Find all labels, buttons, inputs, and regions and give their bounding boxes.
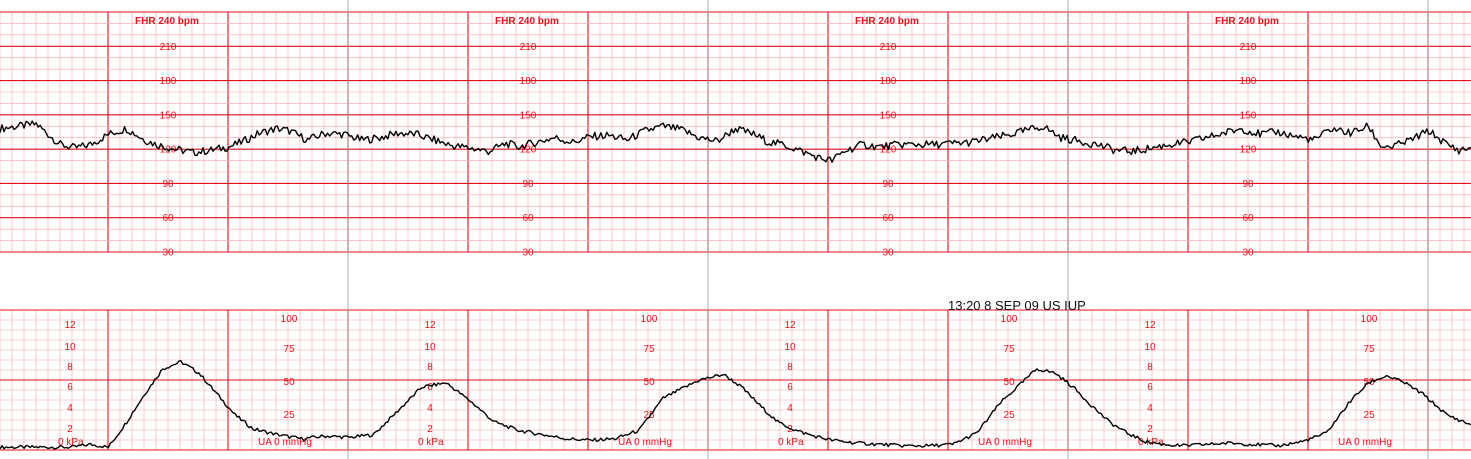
fhr-tick-label: 30	[522, 248, 534, 259]
fhr-header-label: FHR 240 bpm	[495, 16, 559, 27]
fhr-tick-label: 60	[1242, 213, 1254, 224]
ua-kpa-baseline-label: 0 kPa	[418, 437, 444, 448]
ua-mmhg-tick-label: 50	[1003, 377, 1015, 388]
ua-mmhg-tick-label: 75	[1003, 344, 1015, 355]
ua-trace	[0, 360, 1471, 450]
fhr-tick-label: 150	[160, 110, 177, 121]
ua-mmhg-tick-label: 100	[281, 314, 298, 325]
ua-mmhg-tick-label: 75	[1363, 344, 1375, 355]
ua-kpa-tick-label: 12	[784, 320, 796, 331]
fhr-tick-label: 90	[1242, 179, 1254, 190]
ua-kpa-tick-label: 4	[1147, 403, 1153, 414]
ua-mmhg-baseline-label: UA 0 mmHg	[258, 437, 312, 448]
ua-kpa-tick-label: 10	[1144, 342, 1156, 353]
ua-kpa-tick-label: 4	[787, 403, 793, 414]
ua-mmhg-baseline-label: UA 0 mmHg	[618, 437, 672, 448]
ua-mmhg-tick-label: 100	[1361, 314, 1378, 325]
ua-kpa-tick-label: 10	[424, 342, 436, 353]
ua-kpa-baseline-label: 0 kPa	[778, 437, 804, 448]
ua-kpa-tick-label: 6	[1147, 382, 1153, 393]
ua-mmhg-tick-label: 100	[1001, 314, 1018, 325]
label-layer: FHR 240 bpm FHR 240 bpm FHR 240 bpm FHR 240…	[58, 16, 1392, 448]
fhr-tick-label: 180	[520, 76, 537, 87]
fhr-tick-label: 30	[882, 248, 894, 259]
ua-kpa-tick-label: 6	[787, 382, 793, 393]
ua-kpa-tick-label: 2	[427, 424, 433, 435]
fhr-tick-label: 210	[1240, 42, 1257, 53]
fhr-tick-label: 210	[880, 42, 897, 53]
annotation-stamp: 13:20 8 SEP 09 US IUP	[948, 298, 1086, 313]
fhr-tick-label: 60	[522, 213, 534, 224]
fhr-tick-label: 150	[880, 110, 897, 121]
ua-kpa-tick-label: 2	[67, 424, 73, 435]
ua-mmhg-tick-label: 100	[641, 314, 658, 325]
ua-mmhg-tick-label: 50	[283, 377, 295, 388]
fhr-tick-label: 210	[520, 42, 537, 53]
fhr-header-label: FHR 240 bpm	[1215, 16, 1279, 27]
fhr-tick-label: 90	[882, 179, 894, 190]
ua-kpa-tick-label: 2	[1147, 424, 1153, 435]
ua-mmhg-baseline-label: UA 0 mmHg	[1338, 437, 1392, 448]
fhr-tick-label: 120	[1240, 145, 1257, 156]
fhr-tick-label: 150	[1240, 110, 1257, 121]
fhr-header-label: FHR 240 bpm	[135, 16, 199, 27]
fhr-tick-label: 180	[1240, 76, 1257, 87]
ua-mmhg-tick-label: 75	[283, 344, 295, 355]
fhr-tick-label: 30	[162, 248, 174, 259]
ua-kpa-tick-label: 12	[1144, 320, 1156, 331]
ua-mmhg-tick-label: 75	[643, 344, 655, 355]
fhr-tick-label: 210	[160, 42, 177, 53]
ua-mmhg-tick-label: 50	[643, 377, 655, 388]
fhr-tick-label: 30	[1242, 248, 1254, 259]
fhr-tick-label: 180	[880, 76, 897, 87]
fhr-tick-label: 150	[520, 110, 537, 121]
ua-mmhg-tick-label: 25	[1363, 410, 1375, 421]
fhr-tick-label: 90	[522, 179, 534, 190]
ua-kpa-tick-label: 8	[787, 362, 793, 373]
ua-kpa-tick-label: 8	[67, 362, 73, 373]
ua-kpa-tick-label: 12	[424, 320, 436, 331]
trace-layer	[0, 120, 1471, 450]
fhr-header-label: FHR 240 bpm	[855, 16, 919, 27]
ua-kpa-tick-label: 8	[427, 362, 433, 373]
ua-kpa-baseline-label: 0 kPa	[58, 437, 84, 448]
ua-mmhg-baseline-label: UA 0 mmHg	[978, 437, 1032, 448]
ua-kpa-tick-label: 6	[67, 382, 73, 393]
fhr-tick-label: 120	[520, 145, 537, 156]
ua-kpa-tick-label: 10	[64, 342, 76, 353]
ua-mmhg-tick-label: 25	[643, 410, 655, 421]
ua-kpa-tick-label: 8	[1147, 362, 1153, 373]
ua-kpa-tick-label: 4	[427, 403, 433, 414]
ua-kpa-tick-label: 12	[64, 320, 76, 331]
ua-kpa-tick-label: 4	[67, 403, 73, 414]
ua-mmhg-tick-label: 25	[1003, 410, 1015, 421]
fhr-tick-label: 180	[160, 76, 177, 87]
fhr-tick-label: 90	[162, 179, 174, 190]
ua-kpa-tick-label: 6	[427, 382, 433, 393]
ua-mmhg-tick-label: 25	[283, 410, 295, 421]
fhr-trace	[0, 120, 1471, 163]
fhr-tick-label: 60	[882, 213, 894, 224]
ua-kpa-tick-label: 10	[784, 342, 796, 353]
fhr-tick-label: 60	[162, 213, 174, 224]
